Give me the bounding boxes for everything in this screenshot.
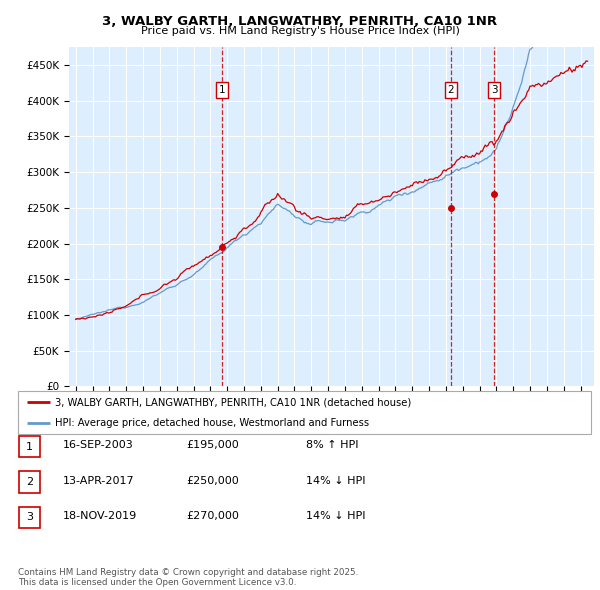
- Text: 13-APR-2017: 13-APR-2017: [63, 476, 134, 486]
- Text: Contains HM Land Registry data © Crown copyright and database right 2025.
This d: Contains HM Land Registry data © Crown c…: [18, 568, 358, 587]
- Text: 3: 3: [491, 85, 497, 95]
- Text: 3: 3: [26, 513, 33, 522]
- Text: 2: 2: [26, 477, 33, 487]
- Text: 16-SEP-2003: 16-SEP-2003: [63, 441, 134, 450]
- FancyBboxPatch shape: [19, 507, 40, 528]
- Text: 18-NOV-2019: 18-NOV-2019: [63, 512, 137, 521]
- FancyBboxPatch shape: [19, 436, 40, 457]
- Text: 14% ↓ HPI: 14% ↓ HPI: [306, 512, 365, 521]
- Text: Price paid vs. HM Land Registry's House Price Index (HPI): Price paid vs. HM Land Registry's House …: [140, 26, 460, 36]
- Text: 2: 2: [448, 85, 454, 95]
- Text: 1: 1: [219, 85, 226, 95]
- Text: 3, WALBY GARTH, LANGWATHBY, PENRITH, CA10 1NR (detached house): 3, WALBY GARTH, LANGWATHBY, PENRITH, CA1…: [55, 397, 412, 407]
- Text: HPI: Average price, detached house, Westmorland and Furness: HPI: Average price, detached house, West…: [55, 418, 370, 428]
- Text: 1: 1: [26, 442, 33, 451]
- Text: £250,000: £250,000: [186, 476, 239, 486]
- FancyBboxPatch shape: [19, 471, 40, 493]
- Text: 3, WALBY GARTH, LANGWATHBY, PENRITH, CA10 1NR: 3, WALBY GARTH, LANGWATHBY, PENRITH, CA1…: [103, 15, 497, 28]
- Text: 8% ↑ HPI: 8% ↑ HPI: [306, 441, 359, 450]
- Text: £270,000: £270,000: [186, 512, 239, 521]
- Text: 14% ↓ HPI: 14% ↓ HPI: [306, 476, 365, 486]
- Text: £195,000: £195,000: [186, 441, 239, 450]
- FancyBboxPatch shape: [18, 391, 591, 434]
